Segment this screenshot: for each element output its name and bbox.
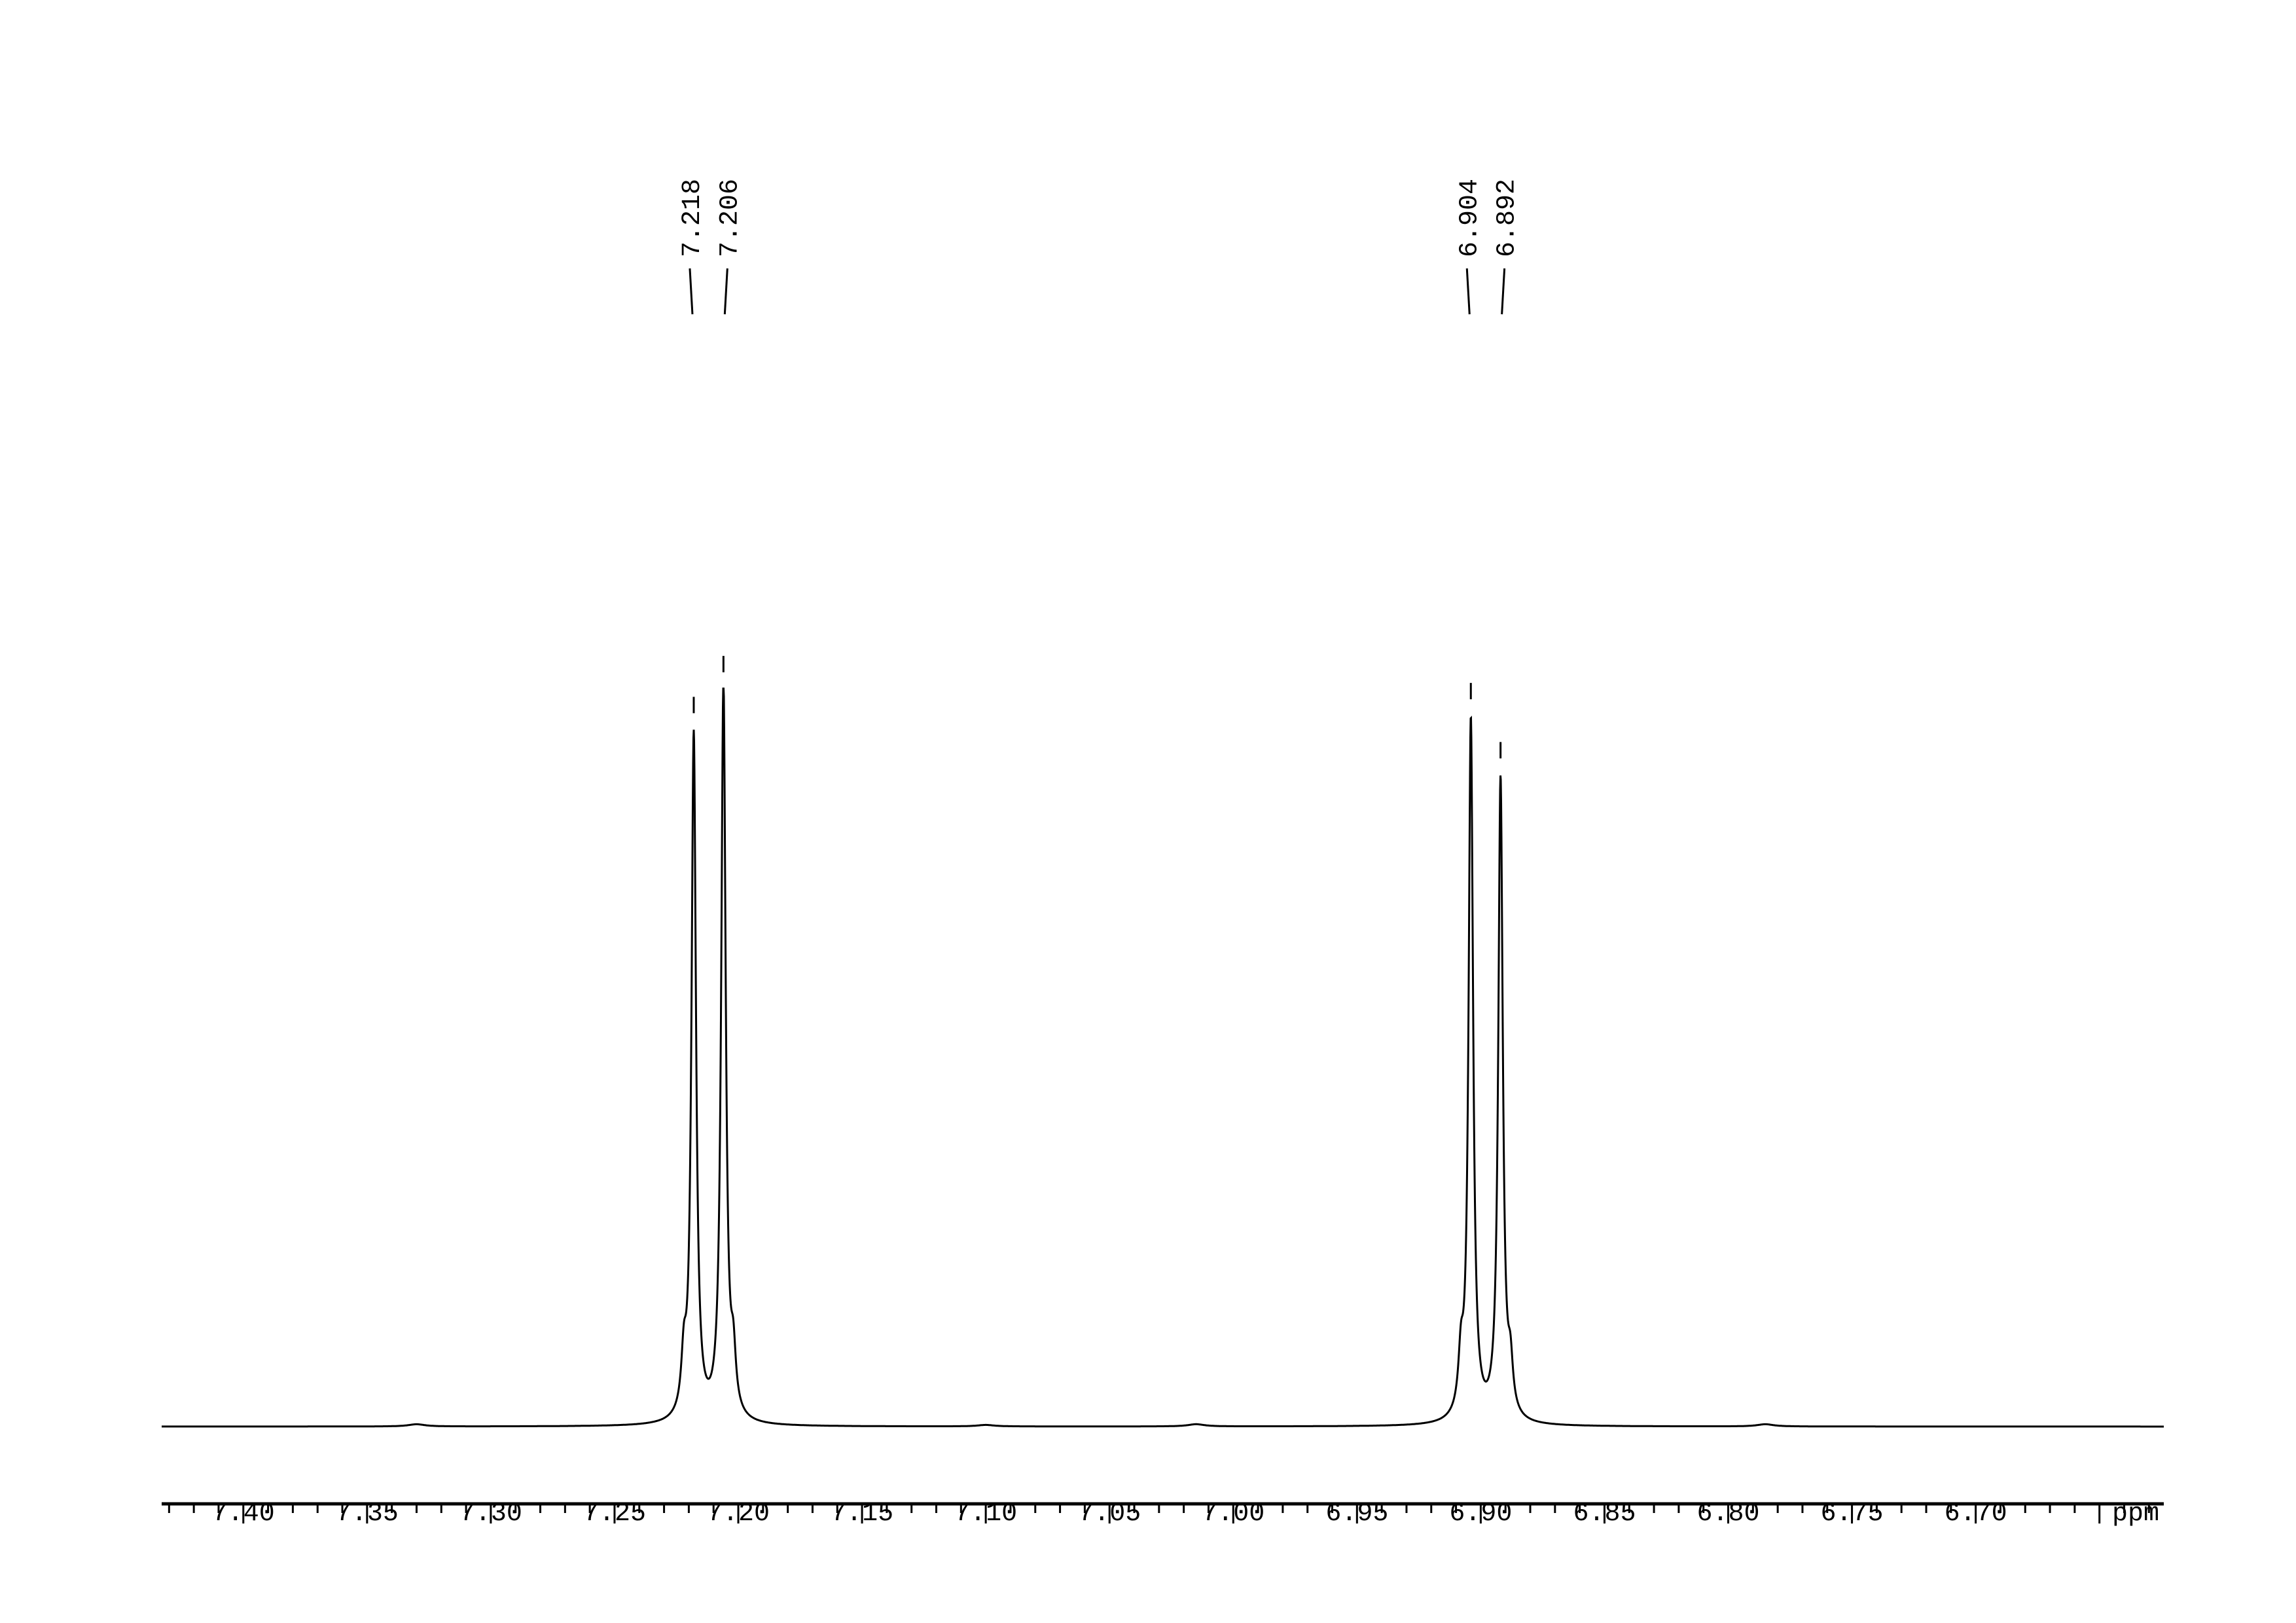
peak-label: 6.892 (1493, 179, 1522, 257)
peak-labels: 7.218 7.206 6.904 6.892 (678, 179, 1522, 315)
x-tick-label: 6.90 (1449, 1499, 1512, 1529)
x-tick-label: 7.20 (707, 1499, 770, 1529)
peak-label: 6.904 (1455, 179, 1484, 257)
peak-label-leader (1465, 268, 1471, 315)
x-tick-label: 6.85 (1573, 1499, 1636, 1529)
x-axis-label: ppm (2112, 1499, 2159, 1529)
x-axis: 7.40 7.35 7.30 7.25 7.20 7.15 7.10 7.05 7.00 6.95… (162, 1499, 2164, 1529)
x-tick-label: 7.35 (336, 1499, 399, 1529)
spectrum-line (162, 687, 2164, 1428)
peak-label-leader (723, 268, 728, 315)
x-tick-label: 7.05 (1078, 1499, 1141, 1529)
peak-label: 7.206 (715, 179, 745, 257)
peak-label: 7.218 (678, 179, 708, 257)
x-tick-label: 6.95 (1325, 1499, 1388, 1529)
x-tick-label: 7.25 (583, 1499, 646, 1529)
x-tick-label: 6.70 (1945, 1499, 2007, 1529)
x-tick-label: 7.00 (1202, 1499, 1265, 1529)
x-tick-label: 7.40 (212, 1499, 275, 1529)
x-tick-label: 7.30 (459, 1499, 522, 1529)
x-tick-label: 6.80 (1696, 1499, 1759, 1529)
x-tick-label: 6.75 (1821, 1499, 1884, 1529)
peak-label-leader (1501, 268, 1506, 315)
peak-markers (692, 655, 1502, 759)
x-tick-label: 7.10 (954, 1499, 1017, 1529)
x-tick-label: 7.15 (831, 1499, 893, 1529)
peak-label-leader (689, 268, 694, 315)
